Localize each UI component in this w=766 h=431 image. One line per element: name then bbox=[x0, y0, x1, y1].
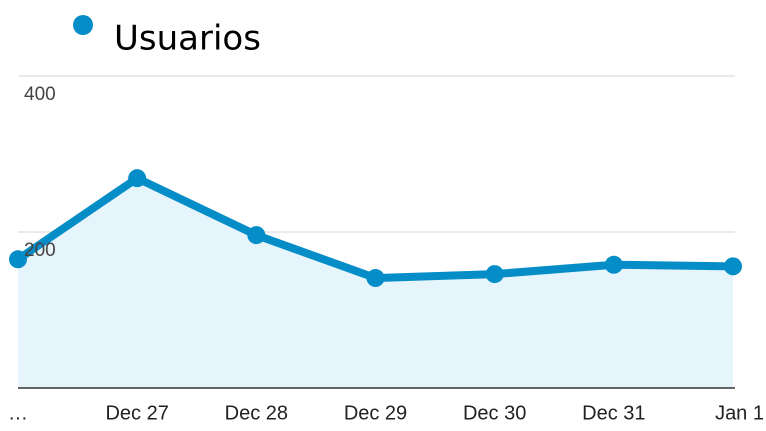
x-tick-label: Jan 1 bbox=[715, 402, 764, 424]
legend-label: Usuarios bbox=[114, 19, 261, 59]
point bbox=[366, 269, 385, 288]
point bbox=[485, 265, 504, 284]
x-tick-label: Dec 29 bbox=[344, 402, 407, 424]
x-tick-label: Dec 27 bbox=[105, 402, 168, 424]
point bbox=[604, 255, 623, 274]
x-tick-label: Dec 30 bbox=[463, 402, 526, 424]
x-tick-label: … bbox=[8, 402, 28, 424]
point bbox=[724, 257, 742, 276]
x-tick-label: Dec 28 bbox=[225, 402, 288, 424]
x-tick-label: Dec 31 bbox=[582, 402, 645, 424]
legend-marker bbox=[73, 15, 93, 35]
point bbox=[9, 250, 27, 269]
y-tick-label: 400 bbox=[24, 84, 56, 105]
point bbox=[128, 169, 147, 188]
point bbox=[247, 226, 266, 245]
y-tick-label: 200 bbox=[24, 240, 56, 261]
